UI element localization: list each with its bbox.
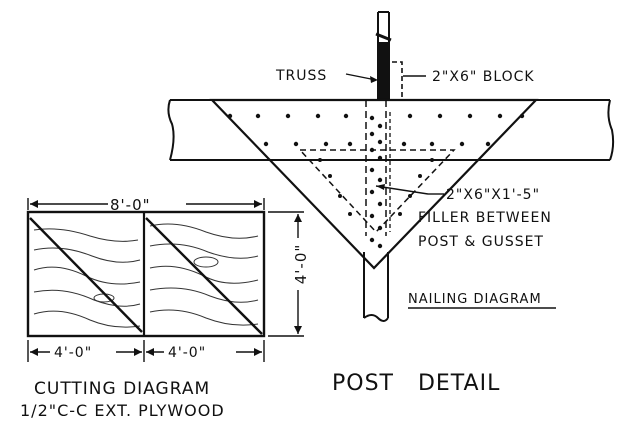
post-detail-group: [167, 11, 615, 322]
post: [363, 100, 389, 322]
cut-line-left: [29, 217, 143, 333]
nail-pattern: [227, 113, 525, 249]
dimension-overall-width: 8'-0": [110, 196, 151, 214]
dimension-height: 4'-0": [292, 244, 310, 285]
truss-label: TRUSS: [275, 68, 327, 84]
dimension-right-half: 4'-0": [168, 345, 206, 361]
bottom-chord-beam: [167, 99, 615, 161]
cutting-diagram-subtitle: 1/2"C-C EXT. PLYWOOD: [20, 401, 225, 420]
gusset-plate: [209, 98, 539, 270]
post-detail-title: POST DETAIL: [332, 371, 500, 396]
leader-arrowheads: [370, 76, 385, 190]
cutting-diagram-group: [26, 198, 304, 362]
filler-label-line2: FILLER BETWEEN: [418, 210, 552, 226]
gusset-nailing-line: [298, 149, 456, 234]
filler-label-line3: POST & GUSSET: [418, 234, 544, 250]
dimension-left-half: 4'-0": [54, 345, 92, 361]
wood-grain: [33, 223, 259, 328]
truss-member: [375, 11, 392, 100]
cutting-diagram-title: CUTTING DIAGRAM: [34, 379, 210, 399]
block-label: 2"X6" BLOCK: [432, 69, 535, 85]
filler-label-line1: 2"X6"X1'-5": [446, 187, 540, 203]
nailing-diagram-label: NAILING DIAGRAM: [408, 292, 542, 307]
leader-lines: [345, 73, 444, 195]
block-outline: [392, 61, 403, 98]
plywood-sheet: [26, 210, 266, 338]
width-dimension: [27, 198, 265, 210]
dimension-arrowheads: [30, 200, 302, 356]
